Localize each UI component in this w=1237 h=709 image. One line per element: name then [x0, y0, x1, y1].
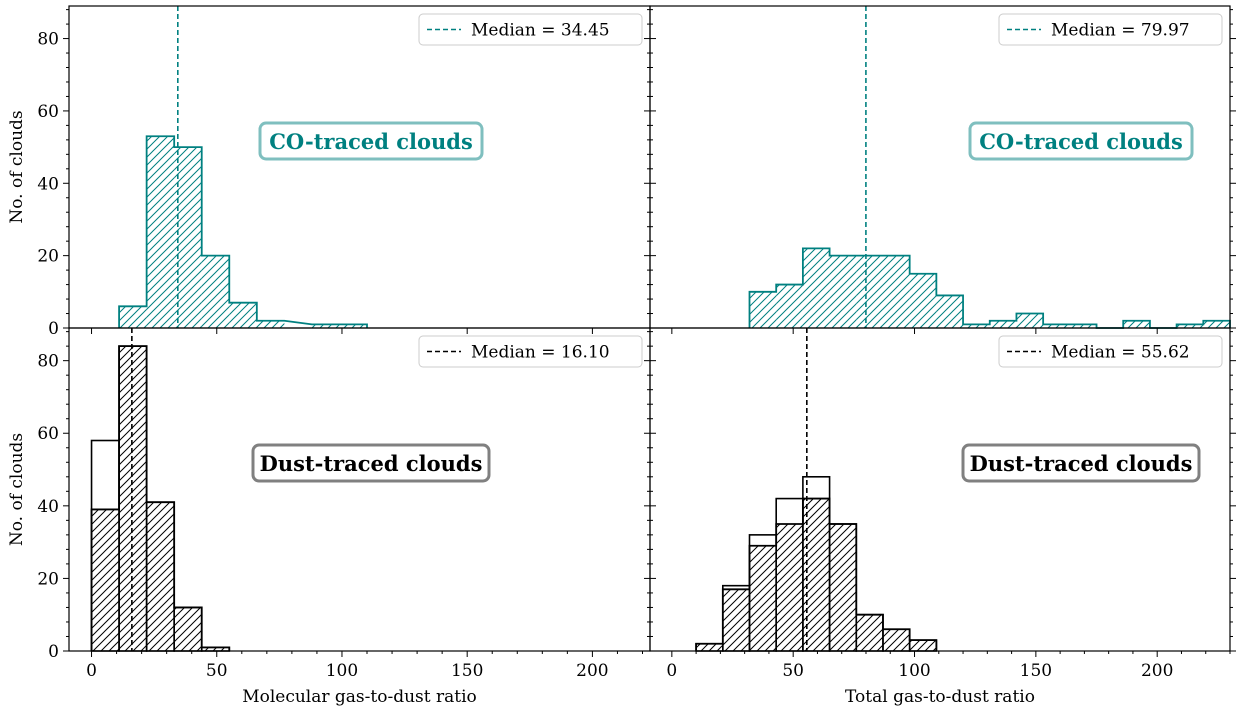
- histogram-bar: [963, 324, 990, 328]
- x-tick-label: 50: [206, 661, 228, 681]
- annotation-text: Dust-traced clouds: [260, 451, 483, 476]
- axes-frame: [649, 5, 1231, 329]
- legend-box: [998, 335, 1223, 368]
- x-tick-label: 200: [1141, 661, 1173, 681]
- x-tick-label: 0: [86, 661, 97, 681]
- histogram-bar: [146, 136, 175, 328]
- annotation-text: CO-traced clouds: [269, 129, 473, 154]
- histogram-bar: [749, 545, 777, 651]
- histogram-bar: [146, 502, 175, 651]
- histogram-bar: [174, 147, 202, 328]
- x-tick-label: 100: [326, 661, 358, 681]
- histogram-outline: [695, 497, 938, 651]
- annotation-box: [968, 121, 1194, 161]
- panel-molecular-dust: Dust-traced clouds Median = 16.10 0 20 40 60 8…: [7, 327, 656, 707]
- histogram-bar: [1069, 324, 1097, 328]
- histogram-bar: [311, 324, 340, 328]
- y-tick-label: 80: [37, 30, 59, 50]
- annotation-box: [251, 443, 491, 483]
- histogram-bar: [1203, 320, 1230, 328]
- x-tick-label: 200: [576, 661, 608, 681]
- histogram-bar: [174, 607, 202, 651]
- y-tick-label: 0: [48, 642, 59, 662]
- histogram-bar: [776, 523, 803, 651]
- histogram-bar: [91, 509, 120, 651]
- histogram-bar: [989, 320, 1017, 328]
- legend-label: Median = 16.10: [471, 343, 610, 363]
- panel-total-co: CO-traced clouds Median = 79.97: [644, 5, 1236, 334]
- legend-label: Median = 55.62: [1051, 343, 1190, 363]
- histogram-bar: [936, 295, 964, 328]
- annotation-box: [961, 443, 1201, 483]
- legend-label: Median = 34.45: [471, 21, 610, 41]
- histogram-bar: [119, 346, 147, 651]
- histogram-bar: [119, 306, 147, 328]
- histogram-bar: [696, 643, 723, 651]
- histogram-bar: [909, 273, 937, 328]
- y-tick-label: 60: [37, 424, 59, 444]
- x-tick-label: 0: [666, 661, 677, 681]
- y-tick-label: 20: [37, 247, 59, 267]
- histogram-bar: [722, 589, 750, 651]
- legend-box: [418, 335, 643, 368]
- panel-total-dust: Dust-traced clouds Median = 55.62 0 50 100 15…: [644, 327, 1236, 707]
- annotation-text: CO-traced clouds: [979, 129, 1183, 154]
- histogram-bar: [749, 291, 777, 328]
- histogram-bar: [1123, 320, 1150, 328]
- y-tick-label: 20: [37, 569, 59, 589]
- histogram-bar: [1016, 313, 1044, 328]
- histogram-bar: [776, 284, 803, 328]
- histogram-bar: [882, 629, 910, 651]
- panel-molecular-co: CO-traced clouds Median = 34.45 0 20 40 60 80 N…: [7, 5, 656, 339]
- histogram-bar: [1176, 324, 1204, 328]
- legend-label: Median = 79.97: [1051, 21, 1190, 41]
- y-tick-label: 40: [37, 174, 59, 194]
- y-axis-label: No. of clouds: [7, 110, 27, 223]
- histogram-bar: [802, 248, 830, 328]
- x-tick-label: 50: [782, 661, 804, 681]
- annotation-text: Dust-traced clouds: [970, 451, 1193, 476]
- histogram-bar: [1043, 324, 1070, 328]
- histogram-bar: [829, 523, 857, 651]
- x-tick-label: 150: [451, 661, 483, 681]
- histogram-bar: [909, 640, 937, 651]
- annotation-box: [258, 121, 484, 161]
- x-tick-label: 100: [898, 661, 930, 681]
- y-tick-label: 60: [37, 102, 59, 122]
- y-tick-label: 40: [37, 497, 59, 517]
- histogram-bar: [201, 647, 230, 651]
- histogram-bar: [201, 255, 230, 328]
- histogram-bar: [856, 255, 883, 328]
- histogram-bar: [829, 255, 857, 328]
- y-tick-label: 0: [48, 319, 59, 339]
- y-axis-label: No. of clouds: [7, 433, 27, 546]
- histogram-bar: [856, 614, 883, 651]
- axes-frame: [649, 327, 1231, 652]
- panels: CO-traced clouds Median = 34.45 0 20 40 60 80 N…: [7, 5, 1236, 707]
- histogram-outline: [118, 135, 368, 328]
- histogram-outline: [90, 345, 231, 651]
- legend-box: [418, 13, 643, 46]
- x-tick-label: 150: [1020, 661, 1052, 681]
- legend-box: [998, 13, 1223, 46]
- histogram-bar: [339, 324, 368, 328]
- x-axis-label: Molecular gas-to-dust ratio: [242, 687, 477, 707]
- x-axis-label: Total gas-to-dust ratio: [845, 687, 1035, 707]
- y-tick-label: 80: [37, 352, 59, 372]
- histogram-bar: [229, 302, 257, 328]
- histogram-bar: [882, 255, 910, 328]
- histogram-bar: [256, 320, 285, 328]
